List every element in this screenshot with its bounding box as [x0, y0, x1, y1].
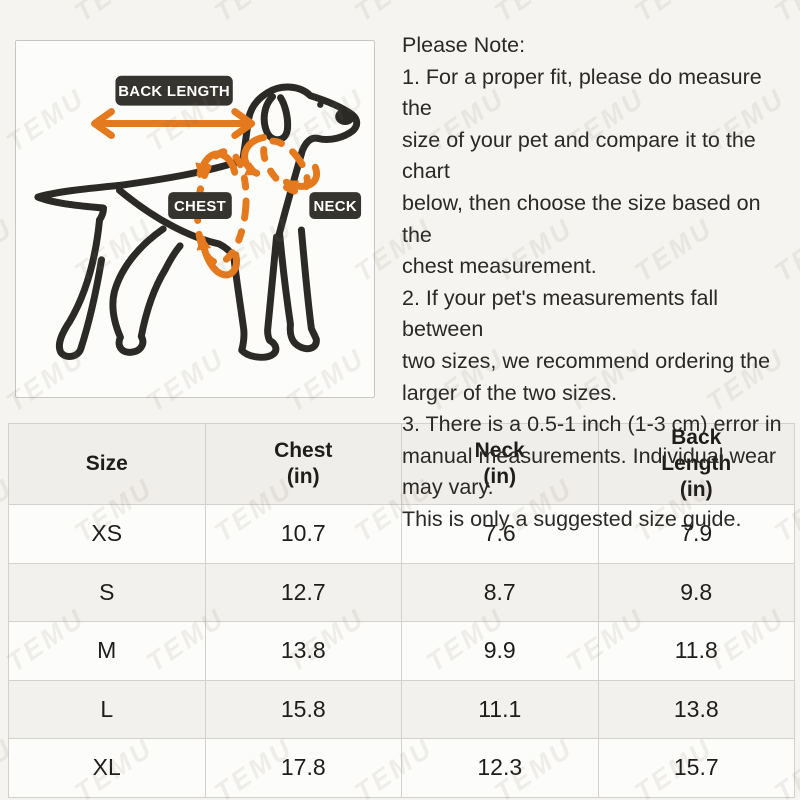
size-chart-header: Size Chest (in) Neck (in) Back Length (i…	[8, 423, 795, 505]
cell-neck: 8.7	[401, 562, 599, 622]
neck-upper-arrow	[241, 133, 268, 177]
dog-ear	[260, 93, 292, 144]
cell-chest: 12.7	[204, 562, 402, 622]
diagram-labels: BACK LENGTH CHEST NECK	[115, 75, 362, 219]
header-chest: Chest (in)	[204, 423, 402, 505]
cell-neck: 12.3	[401, 738, 599, 798]
dog-near-rear-leg	[109, 225, 184, 356]
neck-girth-dashed-ellipse	[260, 137, 311, 196]
cell-back-length: 11.8	[597, 621, 795, 681]
temu-watermark: TEMU	[769, 0, 800, 29]
chest-bottom-arrow	[196, 234, 240, 279]
note-body: 1. For a proper fit, please do measure t…	[402, 64, 782, 531]
table-row-s: S 12.7 8.7 9.8	[8, 562, 795, 622]
table-row-xl: XL 17.8 12.3 15.7	[8, 738, 795, 798]
dog-measurement-diagram: BACK LENGTH CHEST NECK	[34, 75, 362, 361]
size-chart-table: Size Chest (in) Neck (in) Back Length (i…	[8, 423, 795, 798]
chest-top-arrow	[195, 150, 239, 179]
table-row-xs: XS 10.7 7.6 7.9	[8, 504, 795, 564]
cell-size: XL	[8, 738, 206, 798]
cell-back-length: 13.8	[597, 679, 795, 739]
cell-size: S	[8, 562, 206, 622]
cell-back-length: 15.7	[597, 738, 795, 798]
cell-chest: 10.7	[204, 504, 402, 564]
temu-watermark: TEMU	[629, 0, 719, 29]
dog-eye	[317, 101, 324, 108]
header-neck: Neck (in)	[401, 423, 599, 505]
dog-measurement-diagram-box: BACK LENGTH CHEST NECK	[15, 40, 375, 398]
dog-far-front-leg	[276, 226, 320, 353]
cell-neck: 9.9	[401, 621, 599, 681]
dog-nose	[335, 108, 356, 126]
temu-watermark: TEMU	[0, 0, 19, 29]
please-note-section: Please Note: 1. For a proper fit, please…	[402, 30, 794, 536]
chest-chip	[168, 192, 232, 219]
cell-chest: 13.8	[204, 621, 402, 681]
temu-watermark: TEMU	[69, 0, 159, 29]
dog-head-chest-line	[264, 83, 361, 237]
header-size: Size	[8, 423, 206, 505]
table-row-l: L 15.8 11.1 13.8	[8, 679, 795, 739]
chest-girth-dashed-ellipse	[194, 148, 250, 267]
measurement-marks	[91, 108, 321, 279]
header-back-length: Back Length (in)	[597, 423, 795, 505]
cell-back-length: 9.8	[597, 562, 795, 622]
neck-chip-text: NECK	[313, 199, 356, 215]
cell-size: L	[8, 679, 206, 739]
temu-watermark: TEMU	[349, 0, 439, 29]
back-length-arrowhead-right	[231, 108, 256, 139]
cell-neck: 11.1	[401, 679, 599, 739]
dog-tail	[34, 181, 125, 224]
size-chart-body: XS 10.7 7.6 7.9 S 12.7 8.7 9.8 M 13.8 9.…	[8, 504, 795, 798]
cell-chest: 17.8	[204, 738, 402, 798]
cell-chest: 15.8	[204, 679, 402, 739]
dog-far-rear-leg	[55, 216, 106, 360]
back-length-arrowhead-left	[91, 108, 115, 139]
neck-chip	[309, 192, 362, 219]
back-length-chip-text: BACK LENGTH	[118, 84, 230, 100]
cell-back-length: 7.9	[597, 504, 795, 564]
temu-watermark: TEMU	[209, 0, 299, 29]
dog-back-line	[117, 156, 247, 189]
back-length-chip	[115, 75, 233, 106]
table-row-m: M 13.8 9.9 11.8	[8, 621, 795, 681]
neck-lower-arrow	[282, 163, 321, 194]
dog-near-front-leg	[230, 233, 281, 361]
cell-neck: 7.6	[401, 504, 599, 564]
temu-watermark: TEMU	[489, 0, 579, 29]
cell-size: XS	[8, 504, 206, 564]
note-title: Please Note:	[402, 33, 526, 57]
header-row: Size Chest (in) Neck (in) Back Length (i…	[8, 423, 795, 505]
cell-size: M	[8, 621, 206, 681]
chest-chip-text: CHEST	[174, 199, 226, 215]
